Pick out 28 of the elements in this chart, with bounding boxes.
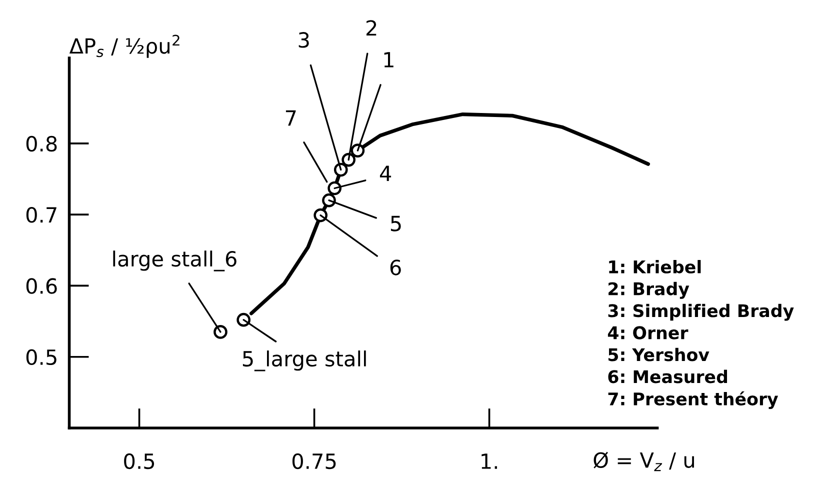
annotation: 6: Measured (608, 370, 728, 384)
x-axis-title: Ø = V$_{z}$ / u (594, 452, 694, 472)
y-tick-label: 0.8 (26, 136, 57, 152)
point (342, 152, 356, 167)
annotation: 1 (384, 52, 394, 68)
point (350, 144, 365, 158)
annotation: 4: Orner (608, 326, 688, 340)
annotation: large stall_6 (113, 250, 236, 272)
point (214, 325, 228, 339)
x-tick-label: 0.75 (292, 453, 336, 470)
annotation: 7: Present théory (608, 391, 778, 409)
x-tick-label: 0.5 (124, 453, 154, 470)
annotation: 4 (380, 166, 392, 181)
x-tick-label: 1. (482, 454, 497, 469)
annotation: 2: Brady (608, 282, 690, 299)
y-axis-title: ΔP$_{s}$ / ½ρu$^{2}$ (69, 34, 180, 58)
annotation: 7 (286, 110, 296, 126)
annotation: 5_large stall (242, 350, 366, 372)
y-tick-label: 0.6 (26, 278, 57, 294)
y-tick-label: 0.5 (26, 349, 56, 366)
annotation: 6 (390, 260, 401, 276)
annotation: 5 (390, 216, 401, 232)
annotation: 5: Yershov (608, 348, 710, 362)
annotation: 2 (366, 20, 376, 36)
annotation: 1: Kriebel (609, 260, 701, 274)
annotation: 3: Simplified Brady (608, 304, 794, 321)
y-tick-label: 0.7 (26, 207, 56, 223)
annotation: 3 (298, 32, 309, 48)
